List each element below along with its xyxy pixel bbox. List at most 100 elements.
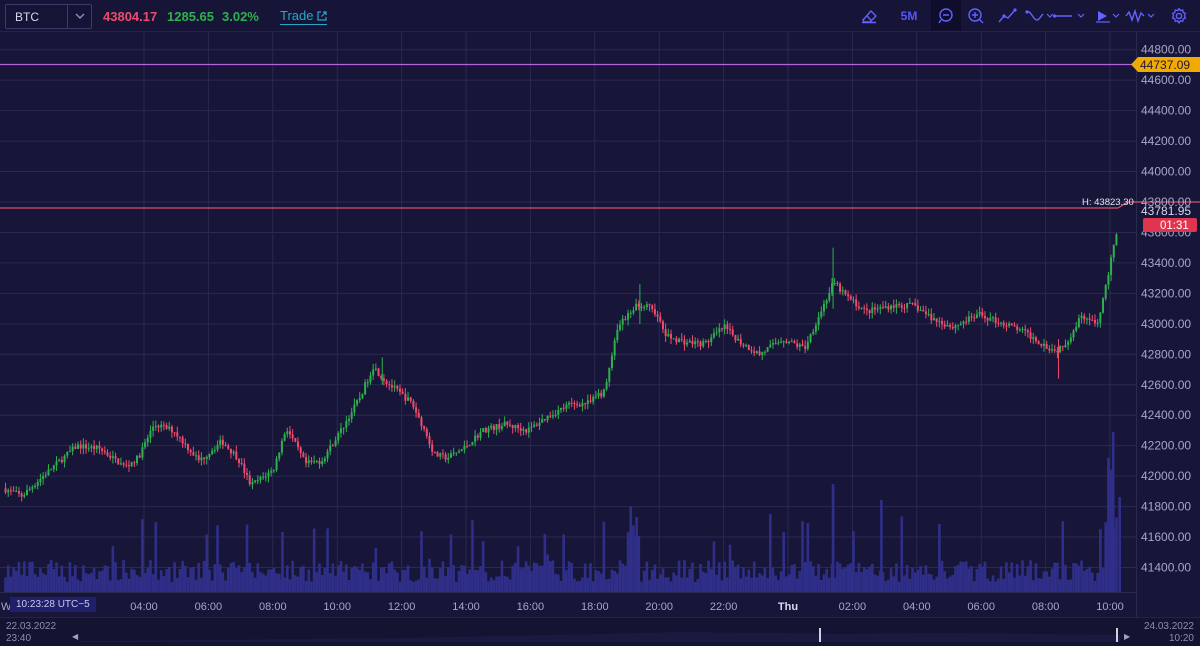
candle-body	[954, 325, 957, 329]
volume-bar	[108, 580, 112, 592]
candle-body	[573, 402, 576, 404]
candle-body	[36, 482, 39, 486]
candle-body	[1107, 275, 1110, 285]
candle-body	[232, 451, 235, 454]
candle-body	[144, 442, 147, 448]
volume-bar	[616, 573, 619, 592]
navigator-track[interactable]: ◀ ▶	[72, 624, 1130, 642]
candle-body	[908, 302, 911, 304]
candle-body	[895, 304, 898, 308]
volume-bar	[452, 565, 455, 592]
volume-bar	[744, 576, 748, 592]
candle-body	[924, 311, 927, 315]
symbol-selector[interactable]: BTC	[5, 4, 92, 29]
volume-bar	[889, 568, 893, 592]
navigator-right-arrow[interactable]: ▶	[1124, 632, 1131, 641]
candle-body	[1110, 257, 1113, 276]
volume-bar	[175, 578, 179, 592]
candle-body	[938, 320, 941, 322]
volume-bar	[978, 563, 981, 592]
candle-body	[221, 439, 224, 445]
candle-body	[570, 402, 573, 404]
time-axis-label: 14:00	[452, 601, 480, 613]
arrow-tool[interactable]	[1094, 0, 1112, 31]
volume-bar	[557, 574, 560, 592]
candle-body	[66, 451, 69, 456]
trendline-tool[interactable]	[996, 0, 1018, 31]
volume-bar	[170, 581, 174, 592]
volume-bar	[492, 580, 496, 592]
price-axis-label: 42200.00	[1141, 439, 1191, 453]
eraser-tool[interactable]	[858, 0, 880, 31]
volume-bar	[669, 581, 673, 592]
navigator-left-handle[interactable]	[819, 628, 821, 642]
arrow-tool-dropdown[interactable]	[1111, 0, 1121, 31]
volume-bar	[806, 523, 810, 592]
time-axis[interactable]: 04:00 06:00 08:00 10:00 12:00 14:00 16:00 18:00…	[130, 601, 1124, 613]
candle-body	[1104, 284, 1107, 299]
volume-bar	[119, 579, 123, 592]
volume-bar	[122, 560, 125, 592]
comment-tool[interactable]	[931, 0, 961, 31]
settings-button[interactable]	[1166, 0, 1192, 31]
volume-bar	[294, 575, 297, 592]
volume-bar	[1005, 562, 1008, 592]
price-chart[interactable]: 44800.00 44600.00 44400.00 44200.00 44000.00…	[0, 32, 1200, 617]
volume-bar	[1082, 570, 1086, 592]
volume-bar	[747, 569, 751, 592]
price-axis[interactable]: 44800.00 44600.00 44400.00 44200.00 44000.00…	[1141, 43, 1191, 575]
volume-bar	[79, 581, 82, 592]
candle-body	[20, 493, 23, 497]
curve-tool-dropdown[interactable]	[1045, 0, 1055, 31]
waveform-tool[interactable]	[1124, 0, 1146, 31]
volume-bar	[511, 565, 514, 592]
volume-bar	[339, 561, 343, 592]
candle-body	[321, 461, 324, 465]
candle-body	[616, 329, 619, 341]
candle-body	[449, 453, 452, 458]
volume-bar	[87, 574, 91, 592]
candle-body	[278, 452, 281, 459]
symbol-dropdown-button[interactable]	[67, 5, 91, 28]
volume-bar	[895, 563, 898, 592]
candle-body	[946, 324, 949, 327]
timeframe-button[interactable]: 5M	[900, 8, 918, 23]
trade-link[interactable]: Trade	[280, 8, 328, 25]
candle-body	[256, 480, 259, 482]
candle-body	[254, 480, 257, 483]
navigator-right-handle[interactable]	[1116, 628, 1118, 642]
candle-body	[109, 455, 112, 458]
timeline-navigator[interactable]: 22.03.2022 23:40 ◀ ▶ 24.03.2022 10:20	[0, 617, 1200, 646]
volume-bar	[393, 569, 396, 592]
volume-bar	[752, 561, 756, 592]
candle-body	[122, 463, 125, 465]
volume-bar	[425, 577, 429, 592]
volume-bar	[591, 581, 595, 592]
candle-body	[1029, 332, 1032, 339]
candle-body	[318, 461, 321, 465]
candle-body	[468, 445, 471, 447]
volume-bar	[430, 567, 434, 592]
candle-body	[248, 475, 251, 485]
time-axis-label: 06:00	[967, 601, 995, 613]
candle-body	[482, 428, 485, 432]
volume-bar	[184, 565, 187, 592]
candle-body	[323, 458, 326, 462]
volume-bar	[291, 560, 294, 592]
zoom-tool[interactable]	[965, 0, 987, 31]
volume-bar	[371, 562, 375, 592]
curve-tool[interactable]	[1025, 0, 1045, 31]
volume-bar	[326, 528, 329, 592]
volume-bar	[1021, 560, 1024, 592]
waveform-tool-dropdown[interactable]	[1146, 0, 1156, 31]
volume-bar	[1013, 577, 1016, 592]
navigator-left-arrow[interactable]: ◀	[72, 632, 79, 641]
horizontal-line-tool[interactable]	[1052, 0, 1074, 31]
candle-body	[530, 426, 533, 428]
countdown-label: 01:31	[1160, 220, 1189, 232]
volume-bar	[825, 568, 828, 592]
hline-tool-dropdown[interactable]	[1075, 0, 1087, 31]
volume-bar	[736, 564, 740, 592]
candle-body	[103, 450, 106, 453]
volume-bar	[52, 568, 56, 592]
